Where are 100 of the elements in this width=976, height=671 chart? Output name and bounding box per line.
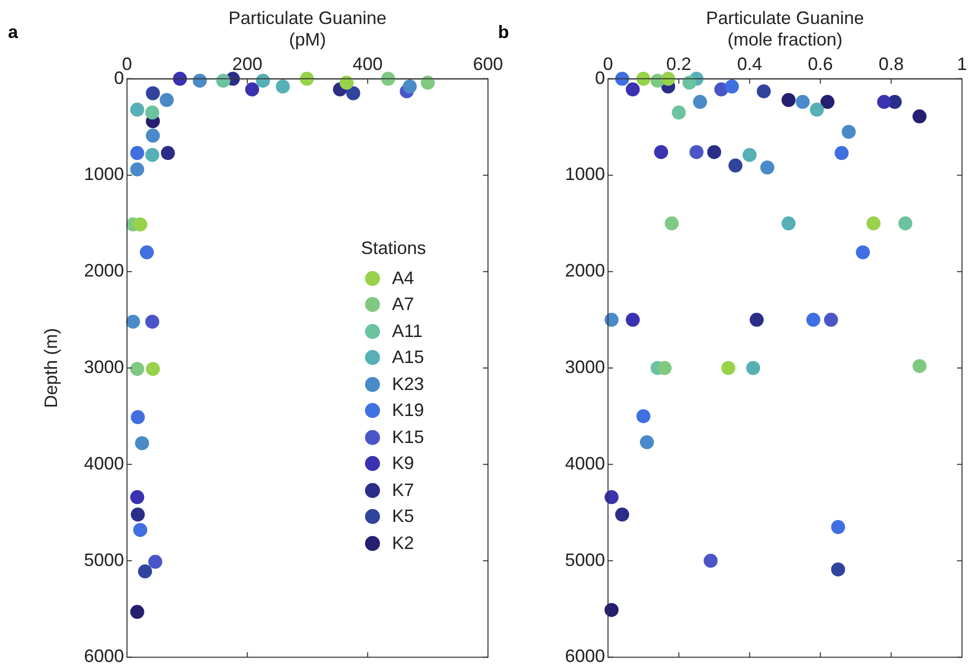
point xyxy=(724,80,739,94)
point xyxy=(682,76,696,90)
point xyxy=(604,312,619,327)
point xyxy=(742,148,757,162)
y-tick-label: 3000 xyxy=(564,356,605,377)
point xyxy=(782,216,796,230)
point xyxy=(615,72,630,86)
point xyxy=(276,80,290,94)
point xyxy=(756,84,771,98)
point xyxy=(133,217,148,232)
point xyxy=(658,361,672,375)
legend-label: K5 xyxy=(392,506,414,528)
point xyxy=(626,312,640,327)
point xyxy=(782,93,796,108)
x-tick-label: 0.2 xyxy=(666,54,692,74)
y-tick-label: 0 xyxy=(114,68,124,88)
point xyxy=(831,562,846,576)
point xyxy=(420,76,435,90)
point xyxy=(381,72,396,86)
point xyxy=(824,312,838,327)
y-tick-label: 6000 xyxy=(564,646,605,666)
text: a xyxy=(8,22,18,43)
point xyxy=(346,86,360,100)
point xyxy=(245,82,260,96)
point xyxy=(138,564,152,578)
point xyxy=(160,93,174,108)
point xyxy=(172,72,187,86)
x-tick-label: 0.6 xyxy=(808,54,833,74)
point xyxy=(146,86,160,100)
point xyxy=(806,312,820,327)
point xyxy=(140,245,154,260)
legend-label: A4 xyxy=(392,268,414,289)
point xyxy=(135,436,150,450)
point xyxy=(912,109,927,124)
y-tick-label: 3000 xyxy=(84,356,124,377)
point xyxy=(690,145,704,160)
point xyxy=(340,76,354,90)
point xyxy=(130,490,144,504)
point xyxy=(912,359,927,374)
point xyxy=(145,106,160,120)
point xyxy=(130,508,145,522)
y-tick-label: 4000 xyxy=(84,453,124,474)
point xyxy=(145,314,160,329)
legend-label: A15 xyxy=(392,347,424,368)
point xyxy=(148,554,162,569)
point xyxy=(126,314,140,329)
point xyxy=(604,602,619,617)
point xyxy=(831,520,846,534)
point xyxy=(145,148,160,162)
point xyxy=(856,245,870,260)
legend-label: K23 xyxy=(392,374,424,395)
point xyxy=(654,145,668,160)
point xyxy=(640,435,654,450)
point xyxy=(693,94,708,109)
point xyxy=(877,94,892,109)
y-tick-label: 1000 xyxy=(564,164,605,184)
y-axis-title: Depth (m) xyxy=(40,328,61,408)
point xyxy=(160,146,175,160)
point xyxy=(760,160,774,174)
legend-label: K7 xyxy=(392,480,414,501)
point xyxy=(133,522,148,537)
point xyxy=(256,74,270,88)
point xyxy=(704,554,718,568)
point xyxy=(402,80,417,94)
x-tick-label: 1 xyxy=(956,54,968,74)
point xyxy=(746,361,760,375)
point xyxy=(130,102,144,117)
point xyxy=(810,102,824,117)
point xyxy=(721,361,736,375)
point xyxy=(146,362,160,376)
point xyxy=(615,508,630,522)
point xyxy=(866,216,880,230)
text: b xyxy=(498,22,509,43)
point xyxy=(636,409,650,424)
point xyxy=(898,216,912,230)
point xyxy=(130,146,144,160)
legend-title: Stations xyxy=(361,238,426,259)
point xyxy=(216,74,230,88)
point xyxy=(192,74,207,88)
point xyxy=(834,146,849,160)
point xyxy=(130,362,144,376)
x-tick-label: 0.8 xyxy=(878,54,904,74)
y-tick-label: 6000 xyxy=(84,646,124,666)
point xyxy=(636,72,650,86)
point xyxy=(728,158,742,173)
point xyxy=(130,604,144,619)
y-tick-label: 0 xyxy=(594,68,605,88)
x-tick-label: 400 xyxy=(352,54,383,74)
x-tick-label: 200 xyxy=(232,54,262,74)
x-tick-label: 0.4 xyxy=(737,54,762,74)
point xyxy=(626,82,640,96)
point xyxy=(604,490,619,504)
x-axis-title: Particulate Guanine (pM) xyxy=(228,8,387,50)
point xyxy=(130,410,145,424)
point xyxy=(672,106,686,120)
point xyxy=(130,162,144,176)
point xyxy=(664,216,679,230)
point xyxy=(300,72,314,86)
legend-label: A7 xyxy=(392,294,414,316)
y-tick-label: 5000 xyxy=(84,550,124,570)
